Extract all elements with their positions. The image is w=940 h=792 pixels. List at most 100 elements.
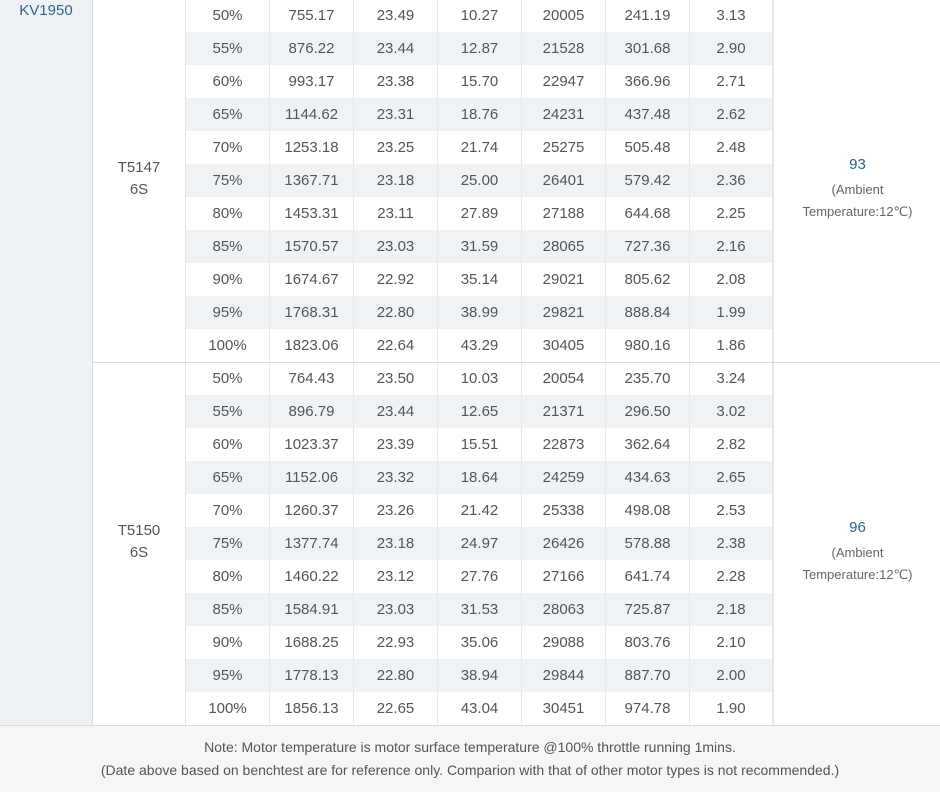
voltage-cell: 22.65: [354, 692, 438, 725]
throttle-cell: 75%: [186, 527, 270, 560]
thrust-cell: 1144.62: [270, 98, 354, 131]
rpm-cell: 24231: [522, 98, 606, 131]
thrust-cell: 1768.31: [270, 296, 354, 329]
thrust-cell: 1856.13: [270, 692, 354, 725]
current-cell: 31.59: [438, 230, 522, 263]
efficiency-cell: 2.53: [690, 494, 773, 527]
propeller-label: T5150 6S: [93, 520, 185, 564]
throttle-cell: 85%: [186, 593, 270, 626]
rpm-cell: 30451: [522, 692, 606, 725]
thrust-cell: 1377.74: [270, 527, 354, 560]
efficiency-cell: 2.71: [690, 65, 773, 98]
current-cell: 21.42: [438, 494, 522, 527]
rpm-cell: 26401: [522, 164, 606, 197]
ambient-temperature-note: (Ambient: [831, 544, 884, 560]
current-cell: 10.03: [438, 362, 522, 395]
rpm-cell: 29021: [522, 263, 606, 296]
power-cell: 241.19: [606, 0, 690, 32]
efficiency-cell: 3.13: [690, 0, 773, 32]
ambient-temperature-note: (Ambient: [831, 181, 884, 197]
table-row: 80% 1453.31 23.11 27.89 27188 644.68 2.25: [186, 197, 773, 230]
group-divider: [93, 362, 940, 363]
table-row: 65% 1152.06 23.32 18.64 24259 434.63 2.65: [186, 461, 773, 494]
efficiency-cell: 2.65: [690, 461, 773, 494]
power-cell: 296.50: [606, 395, 690, 428]
table-row: 95% 1768.31 22.80 38.99 29821 888.84 1.99: [186, 296, 773, 329]
efficiency-cell: 2.36: [690, 164, 773, 197]
rpm-cell: 25338: [522, 494, 606, 527]
rpm-cell: 29821: [522, 296, 606, 329]
current-cell: 12.65: [438, 395, 522, 428]
rpm-cell: 26426: [522, 527, 606, 560]
thrust-cell: 876.22: [270, 32, 354, 65]
table-row: 95% 1778.13 22.80 38.94 29844 887.70 2.00: [186, 659, 773, 692]
thrust-cell: 1823.06: [270, 329, 354, 362]
voltage-cell: 23.38: [354, 65, 438, 98]
rpm-cell: 27188: [522, 197, 606, 230]
thrust-cell: 1778.13: [270, 659, 354, 692]
motor-temperature-cell: 96 (Ambient Temperature:12℃): [773, 362, 940, 725]
table-row: 80% 1460.22 23.12 27.76 27166 641.74 2.28: [186, 560, 773, 593]
thrust-cell: 896.79: [270, 395, 354, 428]
throttle-cell: 100%: [186, 329, 270, 362]
current-cell: 38.99: [438, 296, 522, 329]
table-row: 75% 1367.71 23.18 25.00 26401 579.42 2.36: [186, 164, 773, 197]
kv-column: KV1950: [0, 0, 93, 725]
voltage-cell: 23.44: [354, 395, 438, 428]
power-cell: 235.70: [606, 362, 690, 395]
power-cell: 434.63: [606, 461, 690, 494]
throttle-cell: 50%: [186, 362, 270, 395]
table-row: 85% 1570.57 23.03 31.59 28065 727.36 2.16: [186, 230, 773, 263]
thrust-cell: 1460.22: [270, 560, 354, 593]
propeller-model: T5150: [117, 521, 161, 539]
table-row: 75% 1377.74 23.18 24.97 26426 578.88 2.38: [186, 527, 773, 560]
voltage-cell: 23.32: [354, 461, 438, 494]
power-cell: 803.76: [606, 626, 690, 659]
table-row: 55% 896.79 23.44 12.65 21371 296.50 3.02: [186, 395, 773, 428]
throttle-cell: 60%: [186, 65, 270, 98]
throttle-cell: 90%: [186, 263, 270, 296]
throttle-cell: 85%: [186, 230, 270, 263]
power-cell: 644.68: [606, 197, 690, 230]
motor-temperature-value: 93: [849, 155, 866, 173]
rpm-cell: 24259: [522, 461, 606, 494]
current-cell: 15.51: [438, 428, 522, 461]
current-cell: 38.94: [438, 659, 522, 692]
rpm-cell: 21371: [522, 395, 606, 428]
power-cell: 362.64: [606, 428, 690, 461]
voltage-cell: 23.39: [354, 428, 438, 461]
thrust-cell: 1688.25: [270, 626, 354, 659]
current-cell: 43.29: [438, 329, 522, 362]
voltage-cell: 22.80: [354, 659, 438, 692]
efficiency-cell: 2.48: [690, 131, 773, 164]
thrust-cell: 755.17: [270, 0, 354, 32]
voltage-cell: 23.03: [354, 593, 438, 626]
current-cell: 10.27: [438, 0, 522, 32]
voltage-cell: 23.50: [354, 362, 438, 395]
power-cell: 887.70: [606, 659, 690, 692]
power-cell: 437.48: [606, 98, 690, 131]
throttle-cell: 95%: [186, 296, 270, 329]
thrust-cell: 1584.91: [270, 593, 354, 626]
throttle-cell: 70%: [186, 131, 270, 164]
table-row: 50% 755.17 23.49 10.27 20005 241.19 3.13: [186, 0, 773, 32]
power-cell: 805.62: [606, 263, 690, 296]
power-cell: 578.88: [606, 527, 690, 560]
throttle-cell: 95%: [186, 659, 270, 692]
current-cell: 12.87: [438, 32, 522, 65]
power-cell: 974.78: [606, 692, 690, 725]
throttle-cell: 55%: [186, 395, 270, 428]
current-cell: 43.04: [438, 692, 522, 725]
voltage-cell: 23.18: [354, 164, 438, 197]
throttle-cell: 90%: [186, 626, 270, 659]
power-cell: 579.42: [606, 164, 690, 197]
table-row: 65% 1144.62 23.31 18.76 24231 437.48 2.62: [186, 98, 773, 131]
rpm-cell: 28065: [522, 230, 606, 263]
current-cell: 18.76: [438, 98, 522, 131]
throttle-cell: 65%: [186, 461, 270, 494]
voltage-cell: 22.92: [354, 263, 438, 296]
power-cell: 366.96: [606, 65, 690, 98]
rpm-cell: 28063: [522, 593, 606, 626]
throttle-cell: 70%: [186, 494, 270, 527]
efficiency-cell: 1.86: [690, 329, 773, 362]
